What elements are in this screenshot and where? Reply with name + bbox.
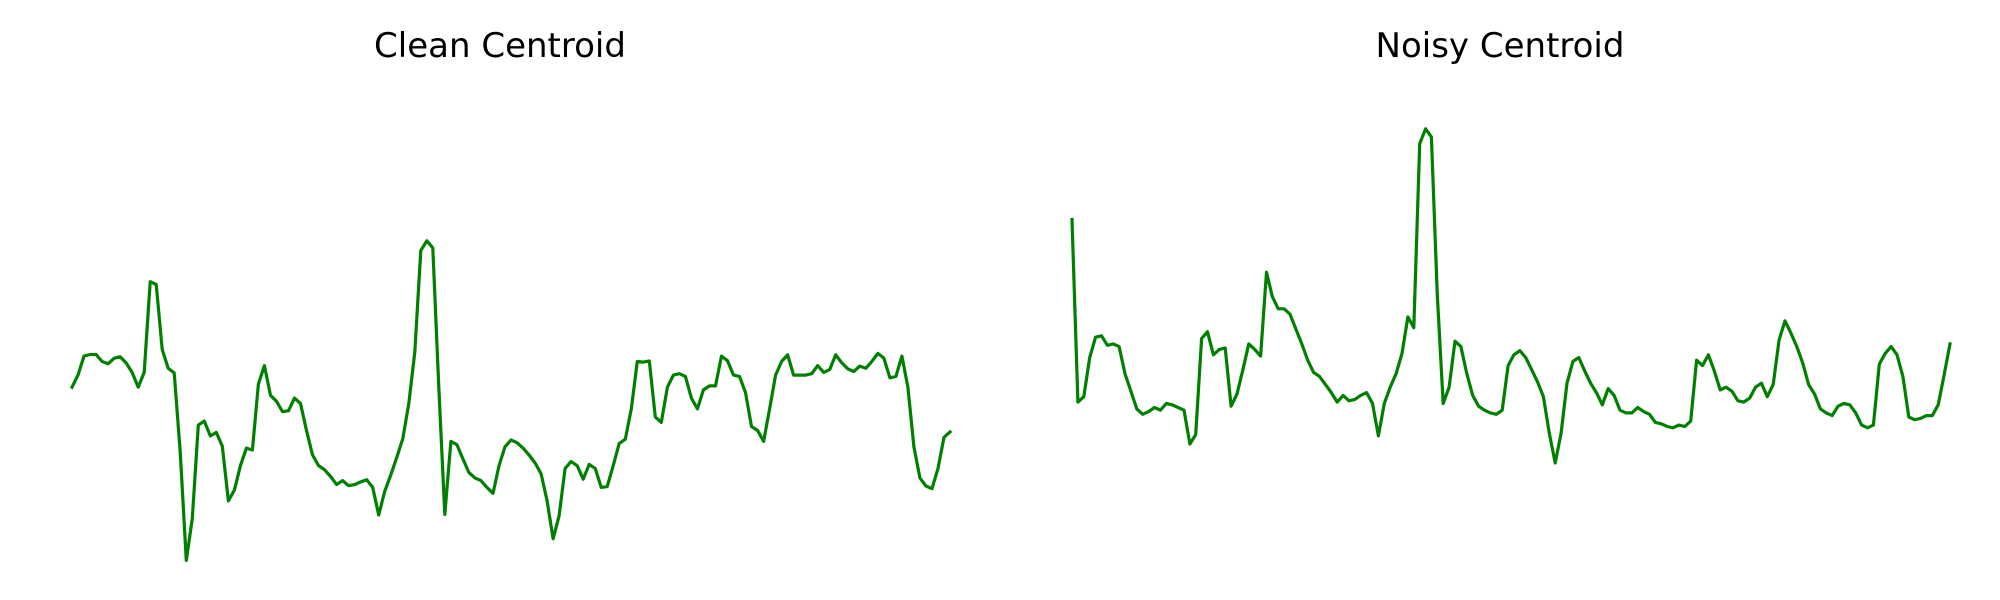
centroid-series-line [1070,127,1952,465]
chart-title-noisy: Noisy Centroid [1375,26,1625,66]
chart-title-clean: Clean Centroid [374,26,626,66]
noisy-centroid-plot [1070,127,1952,465]
clean-centroid-panel: Clean Centroid [69,26,953,563]
centroid-series-line [69,239,953,563]
noisy-centroid-panel: Noisy Centroid [1000,0,2000,600]
clean-centroid-plot [69,239,953,563]
